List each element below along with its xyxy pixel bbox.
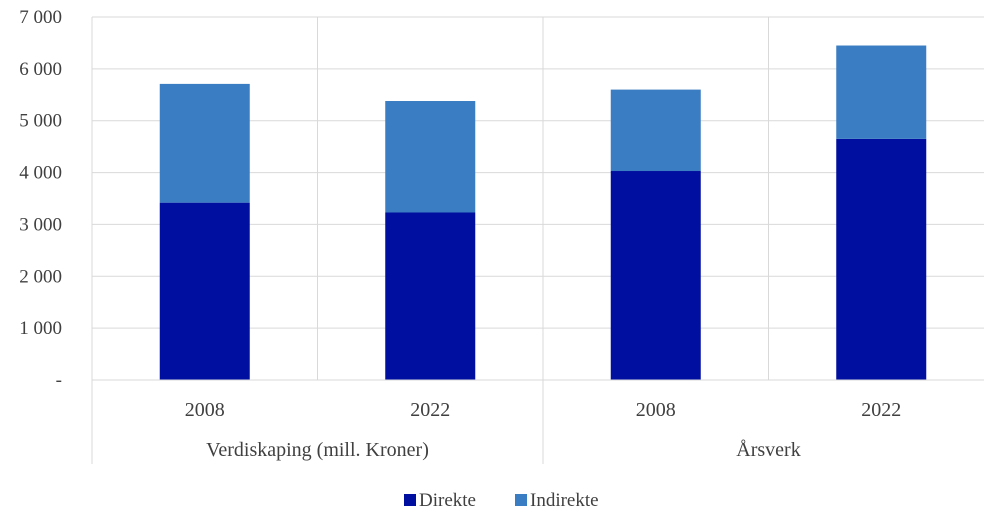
bar-indirekte-4 <box>836 45 927 139</box>
x-category-labels: 2008 2022 2008 2022 Verdiskaping (mill. Kron… <box>185 399 902 461</box>
y-tick-label: 7 000 <box>19 7 62 28</box>
y-tick-label: 2 000 <box>19 266 62 287</box>
bars <box>159 45 927 380</box>
bar-direkte-1 <box>159 202 250 380</box>
x-category-label: 2008 <box>185 399 225 421</box>
y-tick-label: 6 000 <box>19 59 62 80</box>
legend-swatch-direkte <box>404 494 416 506</box>
x-category-label: 2022 <box>410 399 450 421</box>
bar-direkte-3 <box>610 171 701 380</box>
y-tick-labels: - 1 000 2 000 3 000 4 000 5 000 6 000 7 000 <box>19 7 62 391</box>
x-group-label: Verdiskaping (mill. Kroner) <box>206 439 429 461</box>
y-tick-label: - <box>56 370 62 391</box>
axes <box>91 17 984 464</box>
legend: Direkte Indirekte <box>404 490 599 511</box>
y-tick-label: 3 000 <box>19 214 62 235</box>
legend-label-direkte: Direkte <box>419 490 476 511</box>
x-group-label: Årsverk <box>736 439 800 461</box>
y-tick-label: 4 000 <box>19 163 62 184</box>
legend-swatch-indirekte <box>515 494 527 506</box>
legend-label-indirekte: Indirekte <box>530 490 599 511</box>
bar-indirekte-3 <box>610 89 701 172</box>
bar-indirekte-2 <box>385 101 476 213</box>
x-category-label: 2022 <box>861 399 901 421</box>
bar-direkte-2 <box>385 212 476 380</box>
x-category-label: 2008 <box>636 399 676 421</box>
bar-indirekte-1 <box>159 83 250 203</box>
y-tick-label: 1 000 <box>19 318 62 339</box>
bar-direkte-4 <box>836 138 927 380</box>
y-tick-label: 5 000 <box>19 111 62 132</box>
